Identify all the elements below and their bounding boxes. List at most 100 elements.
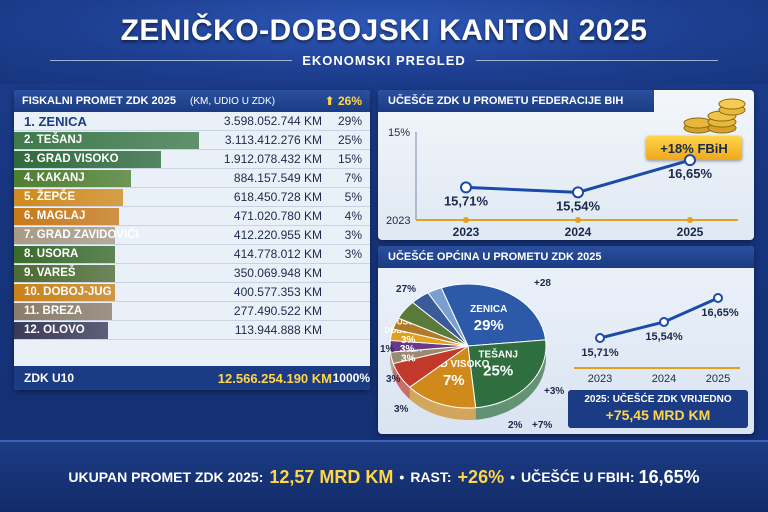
fbih-point-label: 16,65% <box>668 166 713 181</box>
growth-value: 26% <box>337 94 362 108</box>
table-row: 9. VAREŠ 350.069.948 KM <box>14 264 370 283</box>
fbih-point-label: 15,71% <box>444 193 489 208</box>
table-row: 4. KAKANJ 884.157.549 KM 7% <box>14 169 370 188</box>
footer-label-total: UKUPAN PROMET ZDK 2025: <box>68 469 264 485</box>
row-bar <box>14 170 131 187</box>
row-share: 25% <box>337 133 362 147</box>
table-row: 11. BREZA 277.490.522 KM <box>14 302 370 321</box>
row-name: 3. GRAD VISOKO <box>24 153 119 165</box>
mini-point-label: 16,65% <box>701 307 739 319</box>
row-bar <box>14 265 116 282</box>
page-subtitle: EKONOMSKI PREGLED <box>302 52 466 68</box>
page-title: ZENIČKO-DOBOJSKI KANTON 2025 <box>120 14 648 47</box>
fbih-point-label: 15,54% <box>556 198 601 213</box>
row-value: 414.778.012 KM <box>233 247 322 261</box>
pie-slice-label: 3% <box>401 353 416 364</box>
y-axis-label: 15% <box>388 127 410 139</box>
row-share: 29% <box>337 114 362 128</box>
footer-value-growth: +26% <box>457 466 505 487</box>
table-row: 1. ZENICA 3.598.052.744 KM 29% <box>14 112 370 131</box>
pie-outer-label: 2% <box>508 420 523 431</box>
table-row: 12. OLOVO 113.944.888 KM <box>14 321 370 340</box>
fiscal-table-unit: (KM, UDIO U ZDK) <box>190 95 276 107</box>
row-value: 884.157.549 KM <box>233 171 322 185</box>
row-name: 9. VAREŠ <box>24 267 76 279</box>
row-name: 8. USORA <box>24 248 79 260</box>
table-row: 3. GRAD VISOKO 1.912.078.432 KM 15% <box>14 150 370 169</box>
pie-slice-label: 7% <box>443 372 465 389</box>
table-row: 10. DOBOJ-JUG 400.577.353 KM <box>14 283 370 302</box>
footer-label-growth: RAST: <box>410 469 452 485</box>
row-value: 3.598.052.744 KM <box>223 114 322 128</box>
fbih-x-tick: 2023 <box>453 225 480 239</box>
row-value: 3.113.412.276 KM <box>224 133 322 147</box>
fiscal-table-total-row: ZDK U10 12.566.254.190 KM 1000% <box>14 366 370 390</box>
mini-point <box>659 317 669 327</box>
mini-point <box>713 293 723 303</box>
row-value: 277.490.522 KM <box>233 304 322 318</box>
pie-panel-title: UČEŠĆE OPĆINA U PROMETU ZDK 2025 <box>378 246 754 268</box>
table-row: 2. TEŠANJ 3.113.412.276 KM 25% <box>14 131 370 150</box>
row-bar <box>14 227 116 244</box>
mini-x-tick: 2023 <box>588 373 612 385</box>
fbih-panel-title: UČEŠĆE ZDK U PROMETU FEDERACIJE BIH <box>378 90 654 112</box>
mini-x-tick: 2025 <box>706 373 730 385</box>
subtitle-bar: EKONOMSKI PREGLED <box>40 50 728 70</box>
coins-icon <box>683 98 746 134</box>
pie-slice-side <box>409 387 476 420</box>
row-name: 5. ŽEPČE <box>24 191 76 203</box>
row-name: 1. ZENICA <box>24 113 87 129</box>
row-value: 412.220.955 KM <box>233 228 322 242</box>
header: ZENIČKO-DOBOJSKI KANTON 2025 EKONOMSKI P… <box>0 0 768 84</box>
row-value: 471.020.780 KM <box>233 209 322 223</box>
pie-outer-label: +3% <box>544 386 564 397</box>
row-bar <box>14 132 199 149</box>
fiscal-table-panel: FISKALNI PROMET ZDK 2025 (KM, UDIO U ZDK… <box>14 90 370 390</box>
arrow-up-icon: ⬆ <box>324 94 335 108</box>
footer-value-total: 12,57 MRD KM <box>269 466 394 487</box>
pie-slice <box>467 339 547 409</box>
fiscal-table-header: FISKALNI PROMET ZDK 2025 (KM, UDIO U ZDK… <box>14 90 370 112</box>
table-row: 8. USORA 414.778.012 KM 3% <box>14 245 370 264</box>
info-line-2: +75,45 MRD KM <box>605 407 711 423</box>
row-share: 3% <box>344 228 362 242</box>
fiscal-table-title: FISKALNI PROMET ZDK 2025 <box>22 95 177 107</box>
fbih-point <box>572 186 584 199</box>
row-share: 7% <box>344 171 362 185</box>
mini-point <box>595 333 605 343</box>
row-bar <box>14 208 120 225</box>
row-name: 12. OLOVO <box>24 324 85 336</box>
pie-outer-label: 27% <box>396 284 416 295</box>
row-bar <box>14 322 108 339</box>
row-bar <box>14 303 112 320</box>
fiscal-table-rows: 1. ZENICA 3.598.052.744 KM 29% 2. TEŠANJ 3.1… <box>14 112 370 340</box>
municipality-share-panel: UČEŠĆE OPĆINA U PROMETU ZDK 2025 ZENICA 2… <box>378 246 754 434</box>
pie-slice <box>440 283 547 347</box>
fbih-point <box>684 154 696 167</box>
row-value: 400.577.353 KM <box>233 285 322 299</box>
pie-slice-label: 3% <box>400 344 415 355</box>
pie-slice-side <box>475 339 546 420</box>
pie-slice-name: ZENICA <box>470 304 507 315</box>
footer-summary: UKUPAN PROMET ZDK 2025: 12,57 MRD KM • R… <box>0 440 768 512</box>
mini-point-label: 15,54% <box>645 331 683 343</box>
row-bar <box>14 151 161 168</box>
pie-slice-label: 25% <box>483 363 513 380</box>
fbih-x-tick-dot <box>687 217 693 223</box>
row-share: 15% <box>337 152 362 166</box>
footer-label-fbih: UČEŠĆE U FBIH: <box>521 469 635 485</box>
total-label: ZDK U10 <box>24 371 75 385</box>
row-name: 11. BREZA <box>24 305 83 317</box>
row-share: 3% <box>344 247 362 261</box>
mini-point-label: 15,71% <box>581 347 619 359</box>
pie-outer-label: 1% <box>380 344 395 355</box>
x-axis-start-label: 2023 <box>386 215 410 227</box>
pie-outer-label: 3% <box>394 404 409 415</box>
pie-slice <box>427 287 469 347</box>
pie-outer-label: 3% <box>386 374 401 385</box>
pie-outer-label: +28 <box>534 278 551 289</box>
table-row: 6. MAGLAJ 471.020.780 KM 4% <box>14 207 370 226</box>
pie-slice-name: TEŠANJ <box>478 348 517 361</box>
table-row: 5. ŽEPČE 618.450.728 KM 5% <box>14 188 370 207</box>
